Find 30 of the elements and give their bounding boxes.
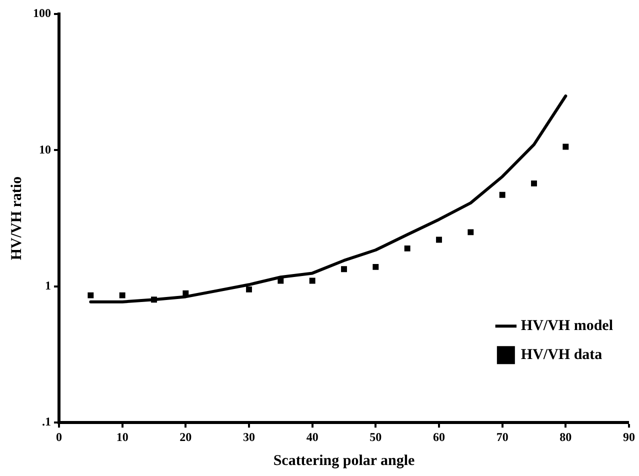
- x-tick-label: 50: [370, 430, 382, 444]
- y-axis-title: HV/VH ratio: [8, 176, 25, 260]
- point: [436, 236, 442, 243]
- x-tick-label: 80: [560, 430, 572, 444]
- point: [531, 180, 537, 186]
- point: [341, 266, 347, 272]
- x-tick-label: 70: [496, 430, 508, 444]
- x-tick-label: 60: [433, 430, 445, 444]
- x-tick-label: 30: [243, 430, 255, 444]
- y-tick-label: .1: [42, 414, 51, 429]
- point: [309, 278, 316, 284]
- x-tick-label: 90: [623, 430, 635, 444]
- point: [372, 264, 379, 270]
- point: [404, 245, 410, 252]
- point: [499, 192, 506, 198]
- point: [119, 292, 126, 298]
- x-tick-label: 0: [56, 430, 62, 444]
- point: [468, 229, 474, 236]
- x-tick-label: 10: [116, 430, 128, 444]
- point: [562, 144, 569, 150]
- x-tick-label: 20: [180, 430, 192, 444]
- point: [88, 292, 94, 298]
- y-tick-label: 10: [39, 142, 51, 156]
- point: [246, 286, 252, 292]
- x-axis-title: Scattering polar angle: [273, 452, 416, 469]
- x-tick-label: 40: [306, 430, 318, 444]
- y-tick-label: 1: [45, 278, 51, 292]
- legend-label: HV/VH model: [520, 318, 614, 334]
- y-tick-label: 100: [33, 6, 51, 20]
- legend-label: HV/VH data: [520, 346, 603, 363]
